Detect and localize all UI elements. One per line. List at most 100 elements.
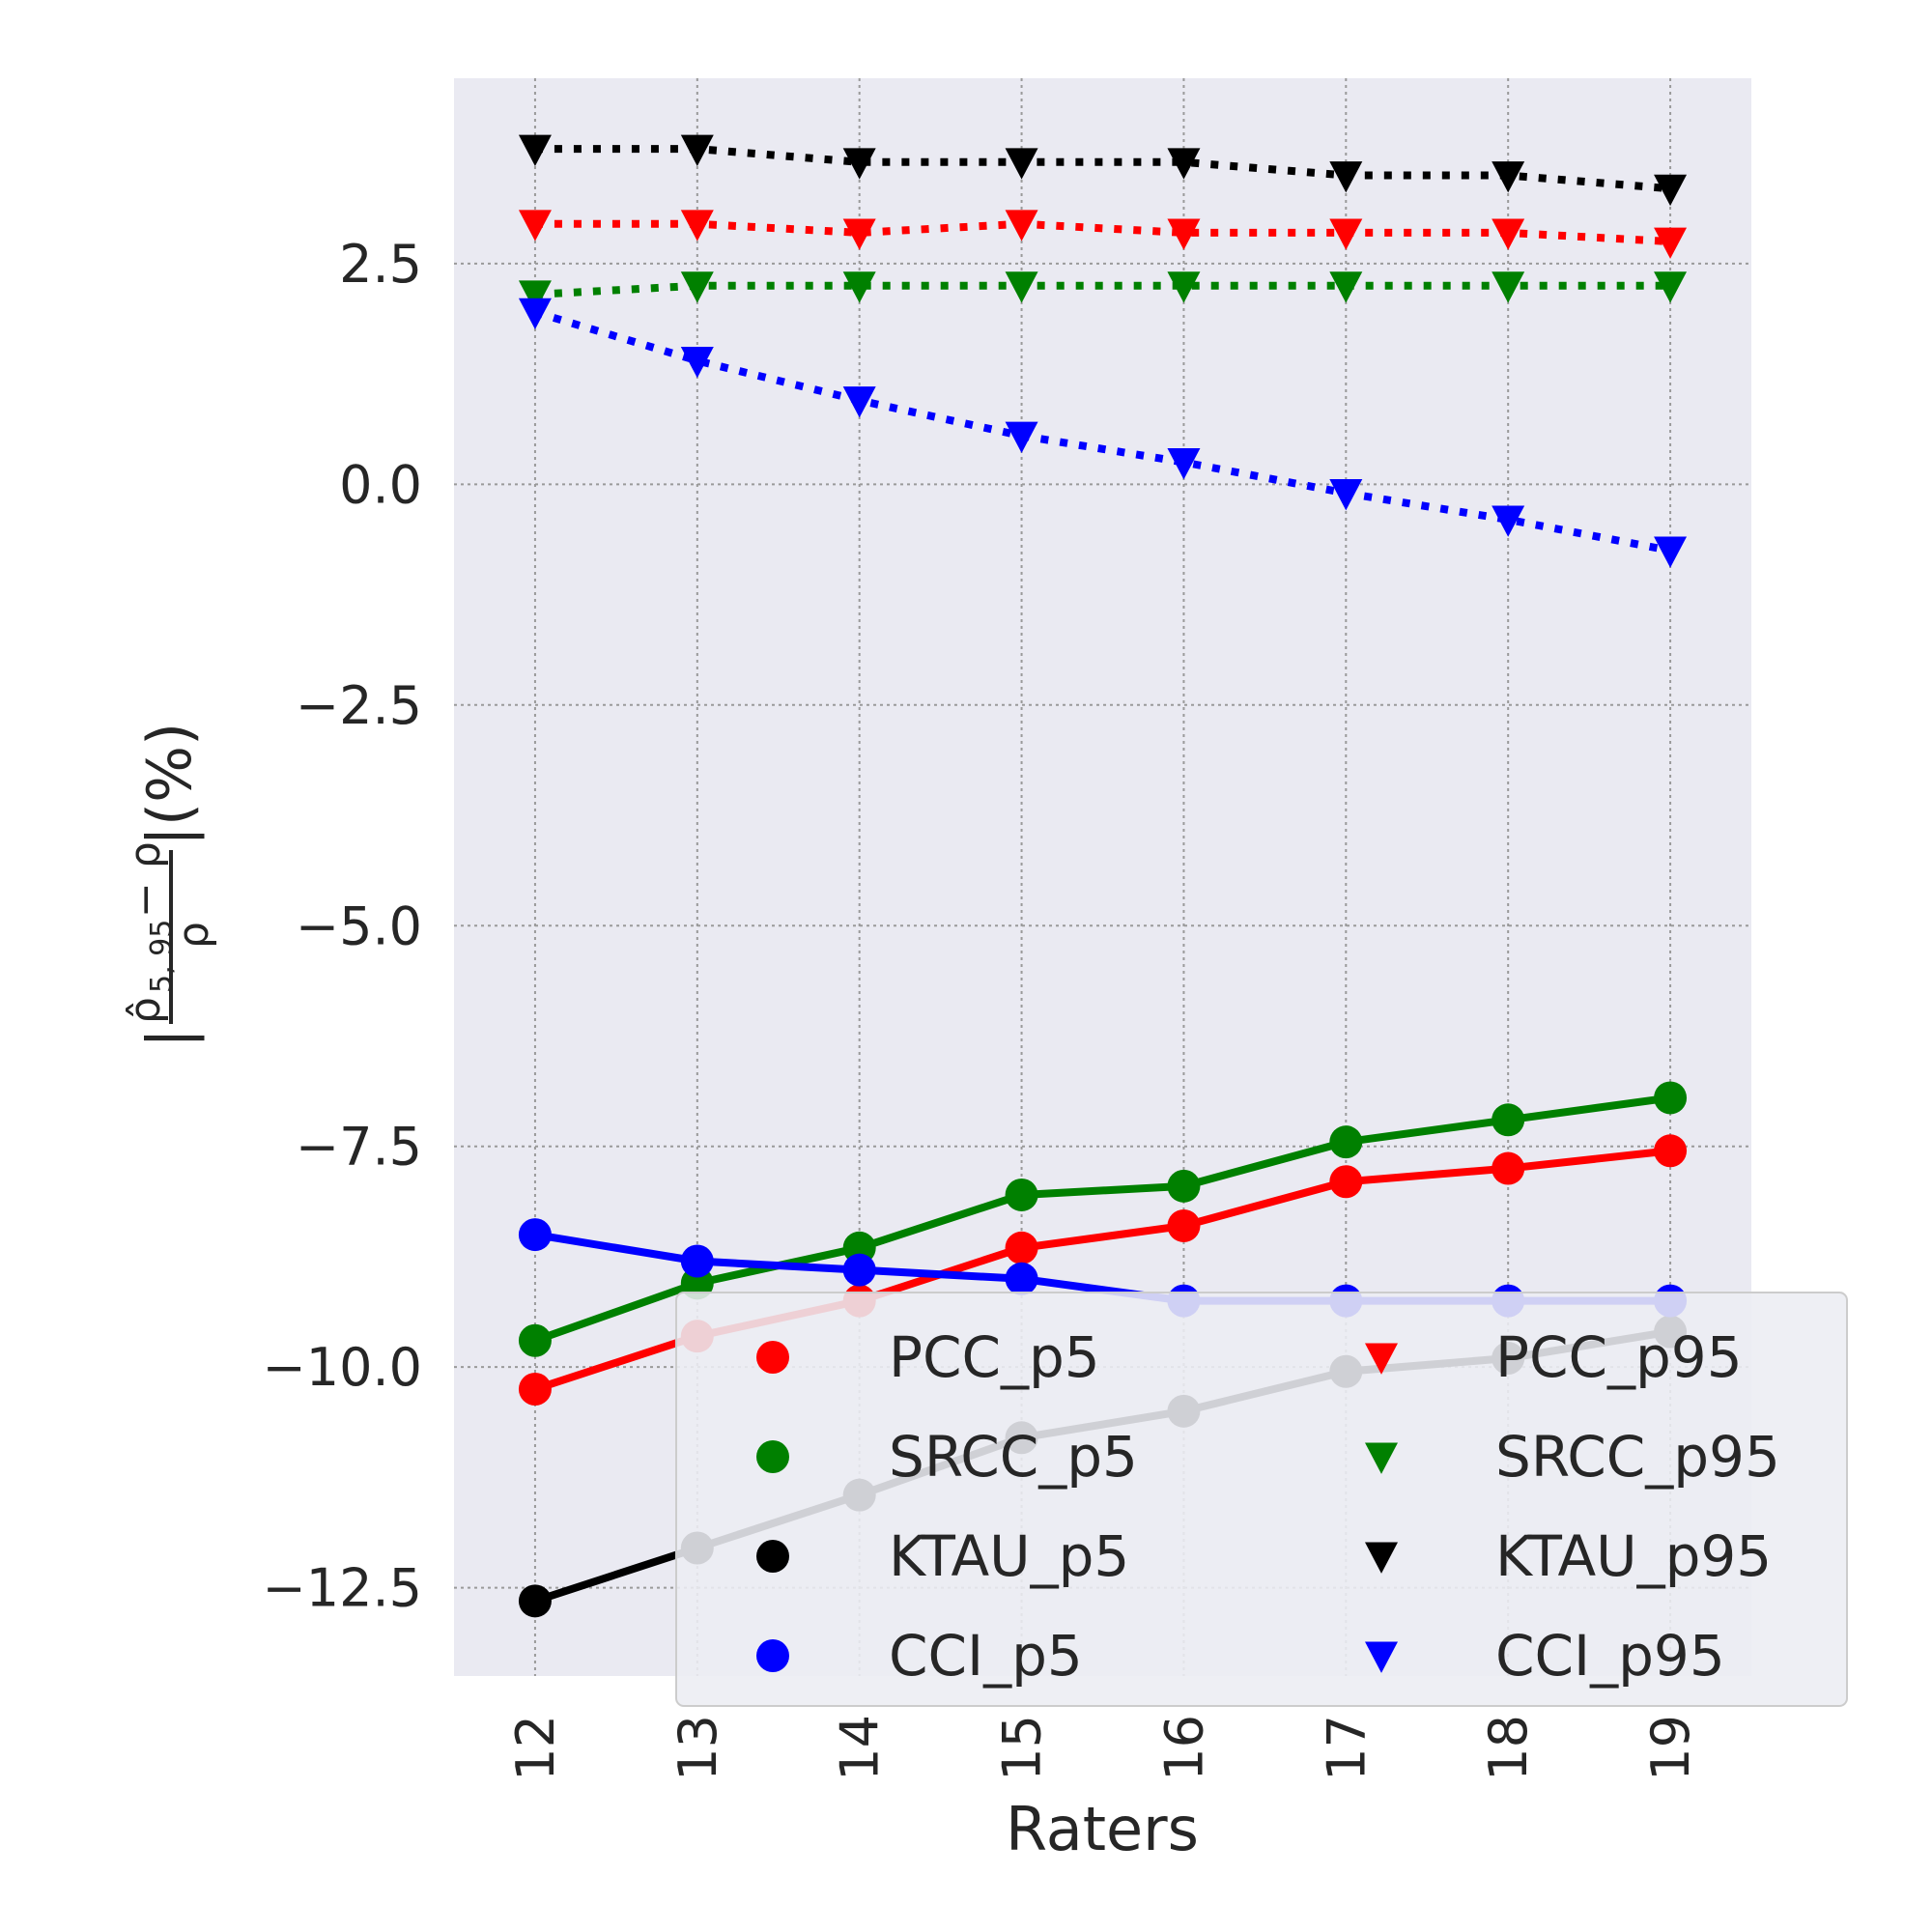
y-tick-label: 0.0 [339, 454, 422, 515]
legend: PCC_p5 SRCC_p5 KTAU_p5 CCI_p5 PCC_p95 SRCC_p9… [675, 1292, 1848, 1707]
data-point-SRCC_p5 [1005, 1178, 1038, 1211]
data-point-CCI_p95 [1005, 421, 1038, 453]
data-point-KTAU_p5 [518, 1584, 552, 1618]
y-axis-label-open: | [134, 1028, 206, 1048]
data-point-CCI_p95 [680, 346, 714, 379]
data-point-CCI_p5 [1005, 1262, 1038, 1295]
x-tick-label: 17 [1316, 1715, 1377, 1781]
data-point-KTAU_p95 [1167, 148, 1201, 180]
data-point-PCC_p5 [1492, 1151, 1525, 1185]
data-point-PCC_p95 [1167, 218, 1201, 250]
data-point-SRCC_p95 [1329, 271, 1363, 303]
x-tick-label: 15 [992, 1715, 1053, 1781]
data-point-SRCC_p95 [842, 271, 876, 303]
legend-label-KTAU_p5: KTAU_p5 [889, 1523, 1129, 1589]
data-point-SRCC_p5 [1167, 1169, 1201, 1203]
data-point-CCI_p95 [1492, 505, 1525, 537]
data-point-CCI_p5 [680, 1244, 714, 1278]
data-point-PCC_p95 [842, 218, 876, 250]
data-point-CCI_p95 [1167, 448, 1201, 480]
data-point-SRCC_p95 [1492, 271, 1525, 303]
legend-entries: PCC_p5 SRCC_p5 KTAU_p5 CCI_p5 PCC_p95 SRCC_p9… [756, 1324, 1780, 1689]
series-line-PCC_p95 [534, 219, 1671, 246]
series-line-SRCC_p95 [534, 281, 1671, 298]
data-point-PCC_p95 [518, 210, 552, 242]
x-tick-label: 16 [1153, 1715, 1214, 1781]
data-point-SRCC_p5 [1492, 1103, 1525, 1137]
data-point-PCC_p5 [1005, 1231, 1038, 1264]
y-axis-label: | ρ̂ 5, 95 − ρ ρ |(%) [121, 723, 218, 1048]
legend-box [675, 1292, 1848, 1707]
data-point-SRCC_p95 [1167, 271, 1201, 303]
legend-label-CCI_p95: CCI_p95 [1495, 1623, 1725, 1689]
legend-marker-KTAU_p5 [756, 1540, 789, 1573]
x-tick-label: 12 [505, 1715, 566, 1781]
data-point-SRCC_p95 [518, 280, 552, 312]
y-tick-label: −12.5 [263, 1558, 422, 1619]
legend-label-PCC_p95: PCC_p95 [1495, 1324, 1743, 1390]
data-point-KTAU_p95 [1492, 161, 1525, 193]
x-tick-labels: 12 13 14 15 16 17 18 19 [505, 1715, 1701, 1781]
data-point-PCC_p5 [1167, 1208, 1201, 1242]
data-point-SRCC_p5 [1654, 1081, 1688, 1115]
legend-marker-CCI_p95 [1365, 1641, 1398, 1673]
data-point-CCI_p95 [518, 298, 552, 330]
y-axis-label-close: |(%) [134, 723, 206, 846]
legend-label-PCC_p5: PCC_p5 [889, 1324, 1100, 1390]
legend-label-KTAU_p95: KTAU_p95 [1495, 1523, 1772, 1589]
data-point-PCC_p95 [1492, 218, 1525, 250]
legend-marker-SRCC_p5 [756, 1440, 789, 1473]
x-tick-label: 13 [668, 1715, 728, 1781]
y-axis-label-denominator: ρ [169, 922, 218, 949]
y-axis-label-numerator: ρ̂ [121, 997, 170, 1024]
data-point-KTAU_p95 [1005, 148, 1038, 180]
data-point-KTAU_p95 [518, 134, 552, 166]
data-point-PCC_p95 [1329, 218, 1363, 250]
legend-label-CCI_p5: CCI_p5 [889, 1623, 1083, 1689]
data-point-SRCC_p5 [518, 1323, 552, 1357]
y-tick-label: 2.5 [339, 234, 422, 295]
data-point-PCC_p5 [1329, 1165, 1363, 1199]
data-point-CCI_p95 [1329, 479, 1363, 511]
data-point-PCC_p5 [518, 1373, 552, 1406]
data-point-CCI_p95 [842, 386, 876, 418]
y-tick-label: −5.0 [296, 895, 422, 956]
x-tick-label: 14 [830, 1715, 891, 1781]
series-line-SRCC_p5 [530, 1094, 1675, 1345]
y-axis-label-numerator-rest: − ρ [121, 841, 170, 918]
legend-marker-CCI_p5 [756, 1639, 789, 1672]
legend-marker-PCC_p95 [1365, 1343, 1398, 1375]
data-point-CCI_p5 [518, 1218, 552, 1252]
data-point-KTAU_p95 [1654, 174, 1688, 207]
y-axis-label-numerator-sub: 5, 95 [145, 920, 179, 993]
data-point-SRCC_p5 [1329, 1125, 1363, 1159]
data-point-KTAU_p95 [1329, 161, 1363, 193]
data-point-PCC_p95 [1654, 227, 1688, 259]
data-point-PCC_p5 [1654, 1134, 1688, 1168]
series-line-KTAU_p95 [534, 145, 1671, 193]
data-point-SRCC_p95 [680, 271, 714, 303]
data-point-KTAU_p95 [842, 148, 876, 180]
data-point-SRCC_p95 [1654, 271, 1688, 303]
x-tick-label: 19 [1640, 1715, 1701, 1781]
series-line-CCI_p95 [533, 308, 1671, 554]
legend-marker-KTAU_p95 [1365, 1542, 1398, 1574]
y-tick-labels: 2.5 0.0 −2.5 −5.0 −7.5 −10.0 −12.5 [263, 234, 422, 1619]
legend-label-SRCC_p95: SRCC_p95 [1495, 1424, 1780, 1490]
data-point-PCC_p95 [680, 210, 714, 242]
y-tick-label: −2.5 [296, 675, 422, 736]
y-tick-label: −7.5 [296, 1117, 422, 1178]
legend-label-SRCC_p5: SRCC_p5 [889, 1424, 1138, 1490]
grid [454, 78, 1751, 1676]
data-point-CCI_p95 [1654, 536, 1688, 568]
x-axis-label: Raters [1006, 1794, 1199, 1864]
legend-marker-PCC_p5 [756, 1341, 789, 1374]
data-point-CCI_p5 [842, 1253, 876, 1287]
data-point-SRCC_p95 [1005, 271, 1038, 303]
legend-marker-SRCC_p95 [1365, 1442, 1398, 1474]
data-point-PCC_p95 [1005, 210, 1038, 242]
data-point-KTAU_p95 [680, 134, 714, 166]
x-tick-label: 18 [1478, 1715, 1539, 1781]
y-tick-label: −10.0 [263, 1337, 422, 1398]
